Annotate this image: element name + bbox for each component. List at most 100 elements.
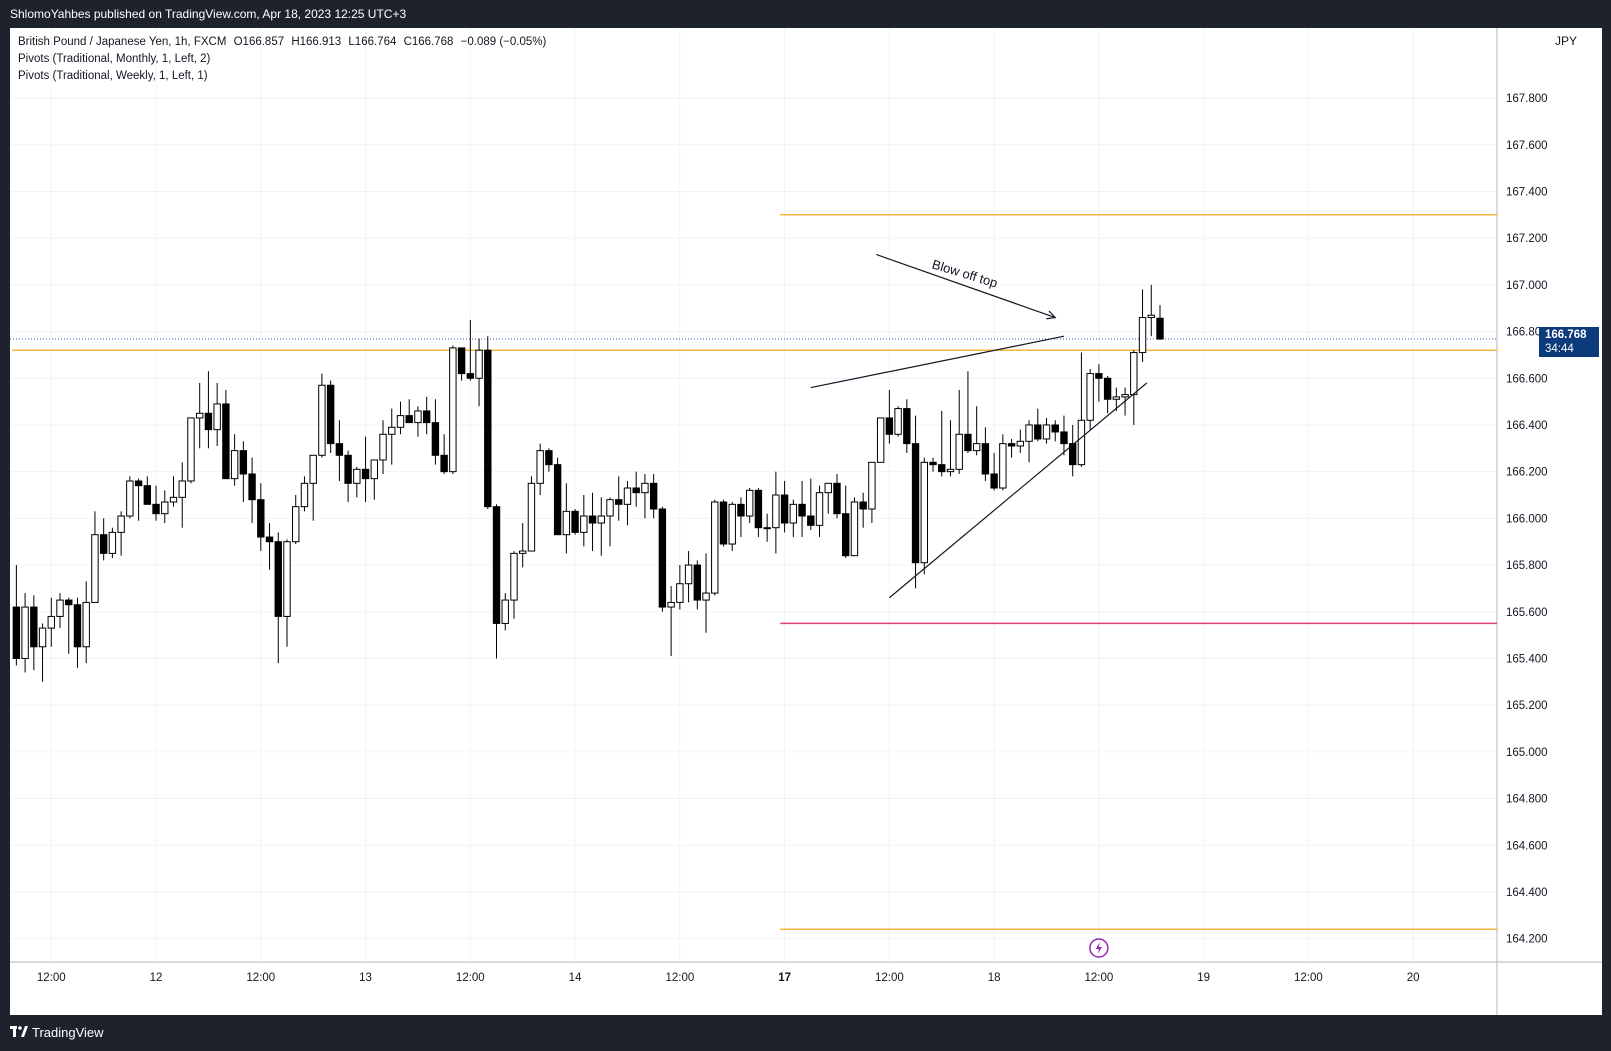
price-tick-label: 165.200 — [1506, 700, 1548, 712]
candle-body — [204, 412, 213, 431]
candle-body — [440, 454, 448, 473]
candle-body — [361, 468, 370, 480]
candle-body — [1095, 373, 1103, 379]
price-tick-label: 165.000 — [1506, 747, 1548, 759]
candle-body — [396, 415, 405, 428]
candle-body — [1077, 419, 1086, 466]
candle-body — [929, 461, 937, 466]
candle-body — [1103, 377, 1112, 400]
candle-body — [824, 482, 832, 494]
candle-body — [91, 534, 99, 603]
candle-body — [248, 473, 256, 501]
candle-body — [1068, 443, 1077, 466]
candle-body — [414, 410, 422, 424]
candle-body — [545, 450, 553, 466]
arrow-head — [1046, 310, 1057, 320]
tradingview-logo[interactable]: TradingView — [10, 1025, 104, 1040]
candle-body — [780, 494, 789, 524]
time-tick-label: 12:00 — [246, 972, 275, 984]
candle-body — [1016, 440, 1025, 447]
candle-body — [911, 443, 920, 564]
price-tick-label: 167.600 — [1506, 140, 1548, 152]
lightning-glyph — [1095, 942, 1102, 954]
candle-body — [292, 506, 300, 543]
candle-body — [405, 415, 413, 424]
trendline — [810, 335, 1065, 389]
candle-body — [1060, 431, 1068, 445]
candle-body — [152, 503, 160, 515]
candle-body — [527, 482, 536, 552]
candle-body — [422, 410, 431, 424]
candle-body — [789, 503, 798, 524]
time-tick-label: 13 — [359, 972, 372, 984]
candle-body — [309, 454, 317, 484]
candle-body — [510, 552, 518, 601]
candle-body — [187, 417, 195, 482]
tradingview-logo-icon — [10, 1025, 28, 1040]
time-tick-label: 14 — [569, 972, 582, 984]
candlestick-chart[interactable]: Blow off top164.200164.400164.600164.800… — [10, 28, 1602, 1015]
candle-body — [213, 403, 221, 431]
candle-body — [344, 454, 352, 484]
annotation-arrow — [876, 253, 1056, 319]
candle-body — [623, 487, 632, 505]
candle-body — [807, 515, 815, 526]
open-value: O166.857 — [233, 36, 285, 48]
candle-body — [492, 506, 501, 624]
trendline — [888, 382, 1148, 599]
candle-body — [999, 443, 1007, 489]
candle-body — [667, 601, 675, 608]
indicator-weekly-pivots[interactable]: Pivots (Traditional, Weekly, 1, Left, 1) — [18, 70, 208, 82]
candle-body — [981, 443, 990, 475]
change-value: −0.089 (−0.05%) — [460, 36, 547, 48]
price-tick-label: 164.400 — [1506, 887, 1548, 899]
candle-body — [920, 461, 928, 564]
symbol-name: British Pound / Japanese Yen, 1h, FXCM — [18, 36, 227, 48]
candle-body — [484, 349, 492, 508]
price-tick-label: 164.600 — [1506, 840, 1548, 852]
candle-body — [126, 480, 134, 517]
candle-body — [641, 482, 649, 494]
symbol-legend-row[interactable]: British Pound / Japanese Yen, 1h, FXCM O… — [18, 34, 546, 51]
currency-label: JPY — [1555, 34, 1578, 48]
candle-body — [1042, 424, 1051, 440]
candle-body — [754, 489, 763, 529]
candle-body — [1007, 443, 1016, 447]
candle-body — [876, 417, 885, 463]
candle-body — [47, 615, 55, 629]
candle-body — [833, 482, 841, 515]
candle-body — [353, 468, 361, 484]
chart-legend: British Pound / Japanese Yen, 1h, FXCM O… — [18, 34, 546, 85]
price-tick-label: 166.600 — [1506, 373, 1548, 385]
footer-bar: TradingView — [0, 1015, 1611, 1051]
candle-body — [990, 473, 998, 489]
time-tick-label: 12 — [150, 972, 163, 984]
candle-body — [108, 531, 117, 554]
candle-body — [134, 480, 143, 487]
candle-body — [82, 601, 90, 648]
tradingview-brand: TradingView — [32, 1025, 104, 1040]
candle-body — [964, 433, 972, 452]
candle-body — [772, 494, 780, 529]
time-tick-label: 12:00 — [456, 972, 485, 984]
candle-body — [553, 464, 562, 536]
chart-area[interactable]: Blow off top 164.200 164.400 164.600 164.800… — [10, 28, 1602, 1015]
candle-body — [1121, 394, 1129, 398]
candle-body — [466, 373, 475, 379]
candle-body — [562, 510, 571, 536]
candle-body — [30, 606, 38, 648]
candle-body — [519, 550, 527, 554]
candle-body — [318, 384, 326, 456]
candle-body — [457, 347, 466, 375]
candle-body — [1156, 317, 1164, 340]
publish-info-bar: ShlomoYahbes published on TradingView.co… — [0, 0, 1611, 28]
time-tick-label: 12:00 — [665, 972, 694, 984]
time-tick-label: 19 — [1197, 972, 1210, 984]
candle-body — [379, 433, 387, 461]
price-tick-label: 166.400 — [1506, 420, 1548, 432]
candle-body — [265, 536, 274, 543]
price-tick-label: 167.000 — [1506, 280, 1548, 292]
current-price-value: 166.768 — [1545, 329, 1587, 341]
indicator-monthly-pivots[interactable]: Pivots (Traditional, Monthly, 1, Left, 2… — [18, 53, 211, 65]
time-tick-label: 12:00 — [37, 972, 66, 984]
